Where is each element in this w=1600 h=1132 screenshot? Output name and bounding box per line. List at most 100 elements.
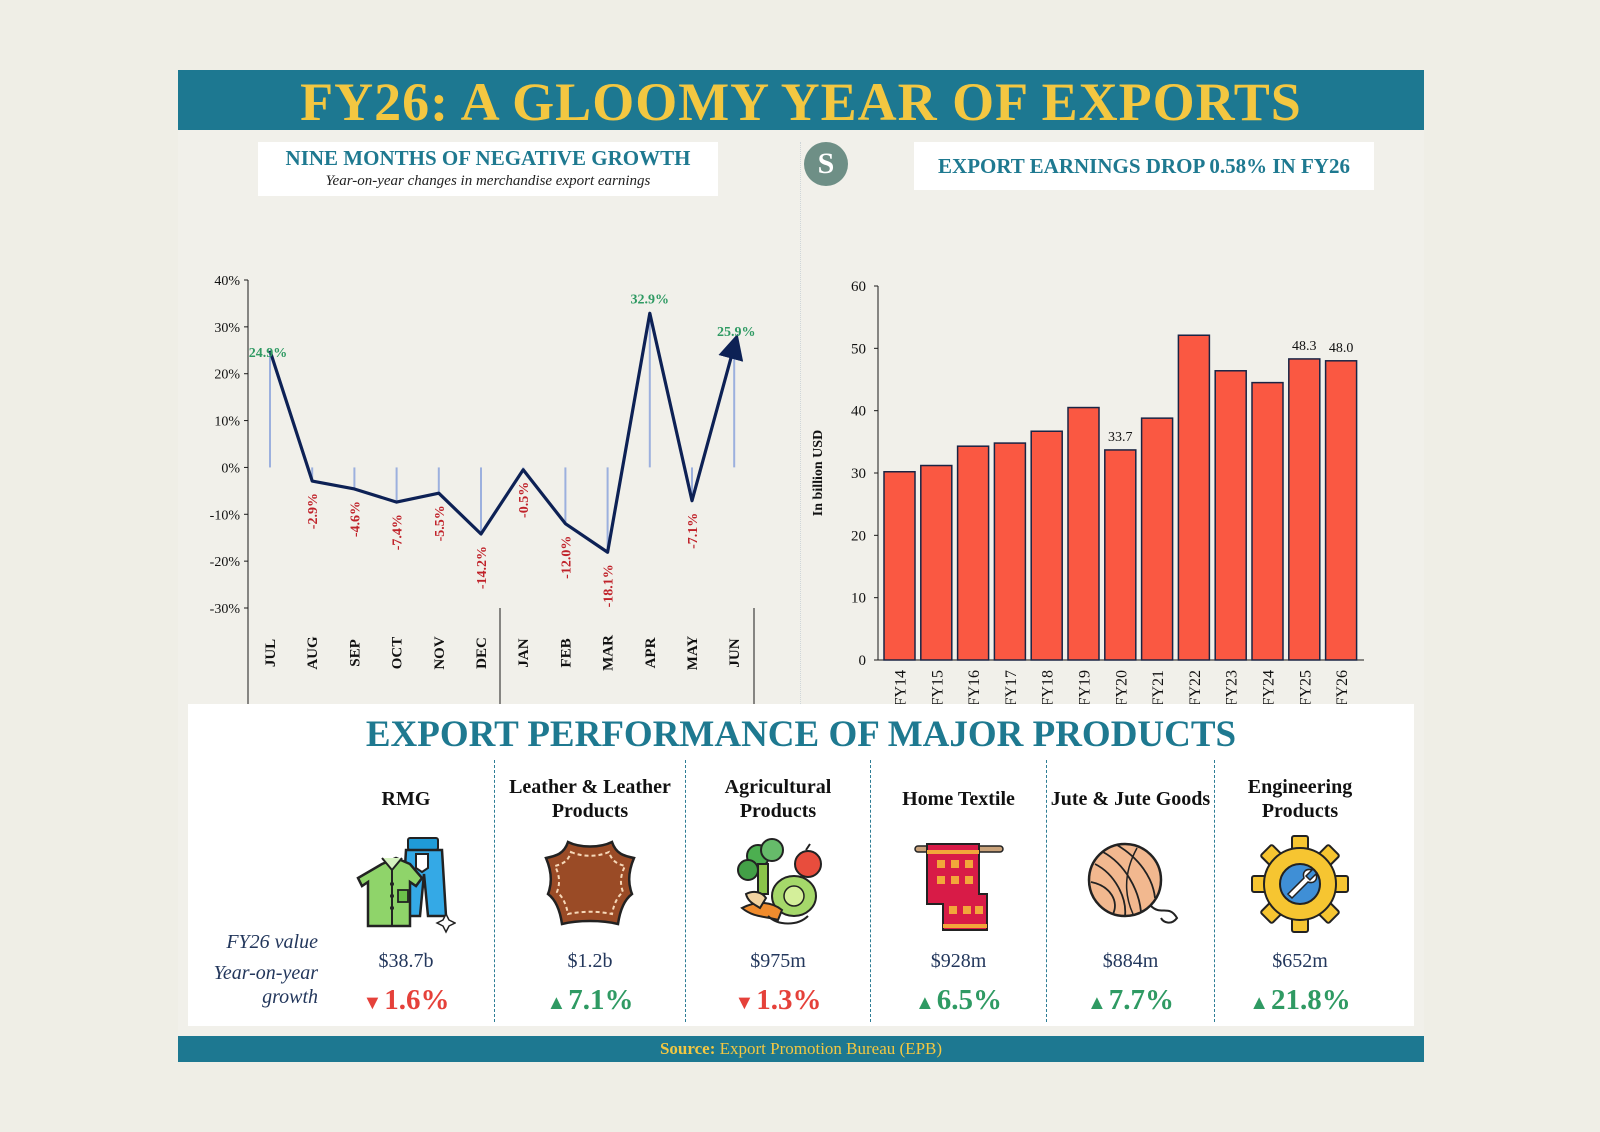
product-name: RMG — [381, 788, 431, 810]
data-label: 48.0 — [1329, 341, 1354, 356]
x-tick-label: SEP — [347, 639, 363, 667]
product-name: Jute & Jute Goods — [1050, 788, 1211, 810]
up-arrow-icon: ▲ — [914, 992, 935, 1014]
product-name: Engineering Products — [1247, 776, 1353, 822]
growth-line-chart: 40% 30% 20% 10% 0% -10% -20% -30% 24.9% -2.9% -4.6… — [210, 274, 756, 726]
product-value: $38.7b — [378, 950, 434, 972]
vegetables-icon — [737, 838, 822, 925]
bar — [956, 445, 990, 661]
y-tick-label: 30% — [214, 321, 240, 336]
product-name: Agricultural Products — [724, 776, 832, 822]
x-tick-label: FY23 — [1224, 670, 1241, 706]
x-tick-label: FY16 — [966, 670, 983, 706]
growth-line — [268, 311, 744, 554]
product-growth: ▲7.1% — [546, 984, 634, 1016]
product-rmg: RMG $38.7b ▼1.6% — [318, 760, 494, 1020]
growth-label-line1: Year-on-year — [213, 962, 318, 984]
up-arrow-icon: ▲ — [546, 992, 567, 1014]
product-growth: ▲7.7% — [1086, 984, 1175, 1016]
source-footer: Source: Export Promotion Bureau (EPB) — [178, 1036, 1424, 1062]
column-separator — [494, 760, 495, 1022]
textile-icon — [913, 843, 1004, 931]
product-growth: ▲6.5% — [914, 984, 1003, 1016]
y-tick-label: 50 — [851, 341, 866, 357]
infographic-card: FY26: A GLOOMY YEAR OF EXPORTS NINE MONT… — [178, 70, 1424, 1062]
x-tick-label: NOV — [432, 636, 448, 670]
data-label: 25.9% — [717, 325, 756, 340]
x-tick-label: FY18 — [1040, 670, 1057, 706]
x-tick-label: JUL — [263, 639, 279, 667]
column-separator — [1214, 760, 1215, 1022]
x-tick-label: JUN — [727, 638, 743, 667]
x-tick-label: FY19 — [1077, 670, 1094, 706]
data-label: -0.5% — [517, 482, 532, 518]
product-value: $884m — [1102, 950, 1159, 972]
y-tick-label: 10% — [214, 415, 240, 430]
data-label: -12.0% — [559, 536, 574, 579]
source-label: Source: — [659, 1039, 716, 1058]
product-engineering: Engineering Products — [1215, 760, 1385, 1020]
y-tick-label: 60 — [851, 279, 866, 295]
data-label: 32.9% — [631, 292, 670, 307]
product-jute: Jute & Jute Goods $884m ▲7.7% — [1047, 760, 1214, 1020]
y-axis-label: In billion USD — [811, 430, 826, 516]
product-name: Home Textile — [902, 788, 1015, 810]
bar — [1288, 358, 1321, 661]
bar — [1104, 449, 1137, 661]
source-text: Export Promotion Bureau (EPB) — [719, 1039, 943, 1058]
product-value: $1.2b — [567, 950, 613, 972]
up-arrow-icon: ▲ — [1249, 992, 1270, 1014]
bar — [1214, 370, 1247, 661]
x-tick-label: JAN — [516, 638, 532, 667]
product-value: $652m — [1272, 950, 1328, 972]
x-tick-label: FEB — [558, 638, 574, 667]
y-tick-label: -30% — [210, 602, 241, 617]
y-tick-label: 40% — [214, 274, 240, 289]
y-tick-label: 10 — [851, 591, 866, 607]
growth-label-line2: growth — [262, 986, 318, 1008]
y-tick-label: -10% — [210, 508, 241, 523]
data-label: 33.7 — [1108, 430, 1133, 445]
y-tick-label: 30 — [851, 466, 866, 482]
product-leather: Leather & Leather Products $1.2b ▲7.1% — [495, 760, 685, 1020]
yarn-ball-icon — [1087, 842, 1178, 924]
earnings-bar-chart: 0 10 20 30 40 50 60 In billion USD FY14 FY15 FY16 F… — [811, 279, 1364, 706]
data-label: -14.2% — [475, 546, 490, 589]
line-chart-title: NINE MONTHS OF NEGATIVE GROWTH — [285, 146, 691, 170]
products-section: EXPORT PERFORMANCE OF MAJOR PRODUCTS FY2… — [188, 704, 1414, 1026]
x-tick-label: AUG — [305, 636, 321, 670]
data-label: -5.5% — [433, 505, 448, 541]
product-agricultural: Agricultural Products $975m ▼1.3% — [686, 760, 870, 1020]
data-label: -2.9% — [306, 493, 321, 529]
gear-wrench-icon — [1251, 835, 1349, 933]
data-label: -4.6% — [348, 501, 363, 537]
line-chart-title-box: NINE MONTHS OF NEGATIVE GROWTH Year-on-y… — [258, 142, 718, 196]
product-home-textile: Home Textile $928m ▲6.5% — [871, 760, 1046, 1020]
column-separator — [870, 760, 871, 1022]
y-tick-label: 20 — [851, 528, 866, 544]
product-name: Leather & Leather Products — [509, 776, 671, 822]
x-tick-label: MAR — [601, 635, 617, 671]
down-arrow-icon: ▼ — [734, 992, 755, 1014]
bar — [1067, 406, 1100, 661]
data-label: 48.3 — [1292, 339, 1317, 354]
y-tick-label: 0 — [859, 653, 867, 669]
column-separator — [1046, 760, 1047, 1022]
x-tick-label: FY24 — [1261, 670, 1278, 706]
y-tick-label: 20% — [214, 368, 240, 383]
bar — [1251, 381, 1284, 661]
x-tick-label: FY22 — [1187, 670, 1204, 706]
leather-hide-icon — [544, 840, 636, 926]
y-tick-label: 0% — [221, 461, 240, 476]
bar — [993, 442, 1027, 661]
product-growth: ▲21.8% — [1249, 984, 1351, 1016]
data-label: -7.1% — [686, 513, 701, 549]
bar-chart-title: EXPORT EARNINGS DROP 0.58% IN FY26 — [914, 142, 1374, 190]
down-arrow-icon: ▼ — [362, 992, 383, 1014]
products-title: EXPORT PERFORMANCE OF MAJOR PRODUCTS — [365, 714, 1237, 755]
bar — [1030, 430, 1063, 661]
x-tick-label: MAY — [685, 636, 701, 671]
data-label: -18.1% — [602, 564, 617, 607]
bar — [920, 464, 953, 661]
data-label: 24.9% — [249, 346, 288, 361]
